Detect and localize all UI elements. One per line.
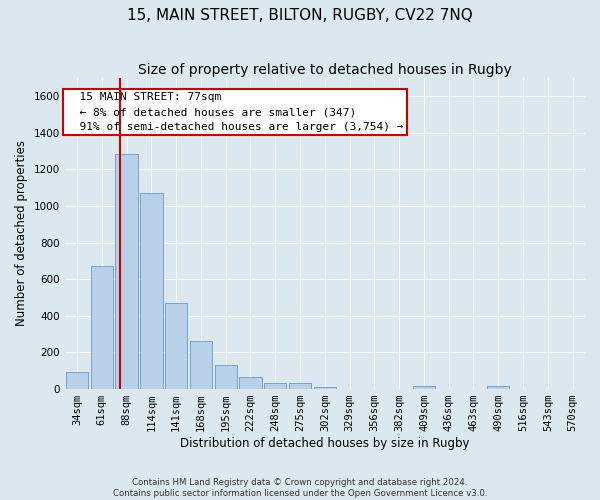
Bar xyxy=(239,376,262,389)
Y-axis label: Number of detached properties: Number of detached properties xyxy=(15,140,28,326)
Bar xyxy=(215,366,237,389)
Bar xyxy=(190,340,212,389)
Bar xyxy=(314,387,336,389)
Title: Size of property relative to detached houses in Rugby: Size of property relative to detached ho… xyxy=(138,62,512,76)
Bar xyxy=(165,303,187,389)
Text: 15 MAIN STREET: 77sqm
  ← 8% of detached houses are smaller (347)
  91% of semi-: 15 MAIN STREET: 77sqm ← 8% of detached h… xyxy=(66,92,403,132)
Bar xyxy=(115,154,138,389)
Bar xyxy=(140,193,163,389)
Text: 15, MAIN STREET, BILTON, RUGBY, CV22 7NQ: 15, MAIN STREET, BILTON, RUGBY, CV22 7NQ xyxy=(127,8,473,22)
Bar xyxy=(264,383,286,389)
Bar xyxy=(66,372,88,389)
Bar xyxy=(289,382,311,389)
X-axis label: Distribution of detached houses by size in Rugby: Distribution of detached houses by size … xyxy=(180,437,470,450)
Bar xyxy=(487,386,509,389)
Text: Contains HM Land Registry data © Crown copyright and database right 2024.
Contai: Contains HM Land Registry data © Crown c… xyxy=(113,478,487,498)
Bar xyxy=(413,386,435,389)
Bar xyxy=(91,266,113,389)
